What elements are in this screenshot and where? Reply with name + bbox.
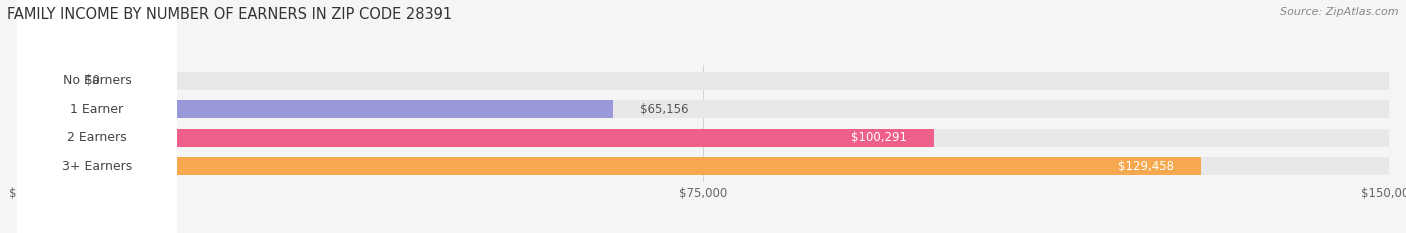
Bar [17, 72, 58, 90]
Bar [17, 157, 1201, 175]
Text: FAMILY INCOME BY NUMBER OF EARNERS IN ZIP CODE 28391: FAMILY INCOME BY NUMBER OF EARNERS IN ZI… [7, 7, 453, 22]
Bar [17, 100, 613, 118]
Text: $0: $0 [86, 74, 100, 87]
Bar [17, 72, 1389, 90]
Text: 1 Earner: 1 Earner [70, 103, 124, 116]
Bar [17, 129, 935, 147]
Text: $100,291: $100,291 [851, 131, 907, 144]
Bar [17, 129, 1389, 147]
Text: $65,156: $65,156 [640, 103, 689, 116]
Text: Source: ZipAtlas.com: Source: ZipAtlas.com [1281, 7, 1399, 17]
Text: No Earners: No Earners [62, 74, 131, 87]
Bar [17, 100, 1389, 118]
FancyBboxPatch shape [17, 0, 177, 233]
FancyBboxPatch shape [17, 0, 177, 233]
Text: 3+ Earners: 3+ Earners [62, 160, 132, 173]
Bar [17, 157, 1389, 175]
FancyBboxPatch shape [17, 0, 177, 233]
FancyBboxPatch shape [17, 0, 177, 233]
Text: $129,458: $129,458 [1118, 160, 1174, 173]
Text: 2 Earners: 2 Earners [67, 131, 127, 144]
